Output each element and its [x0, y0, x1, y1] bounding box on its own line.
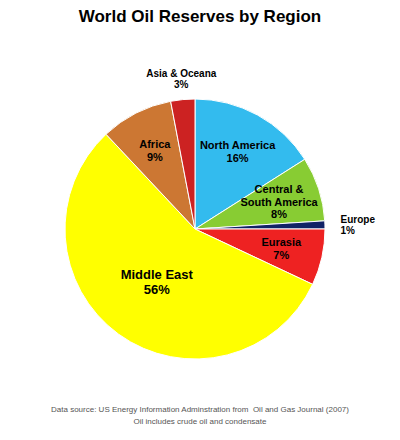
svg-text:Central &South America8%: Central &South America8%	[240, 183, 318, 220]
svg-text:Middle East56%: Middle East56%	[121, 267, 194, 297]
svg-text:Eurasia7%: Eurasia7%	[261, 236, 302, 261]
svg-text:Asia & Oceana3%: Asia & Oceana3%	[146, 67, 216, 90]
html-text:Data source: US Energy Informa: Data source: US Energy Information Admin…	[51, 405, 349, 414]
html-text:Oil includes crude oil and con: Oil includes crude oil and condensate	[133, 417, 267, 426]
svg-text:Europe1%: Europe1%	[341, 213, 376, 236]
svg-text:North America16%: North America16%	[200, 139, 276, 164]
html-text:World Oil Reserves by Region: World Oil Reserves by Region	[78, 7, 322, 26]
svg-text:Africa9%: Africa9%	[139, 138, 171, 163]
